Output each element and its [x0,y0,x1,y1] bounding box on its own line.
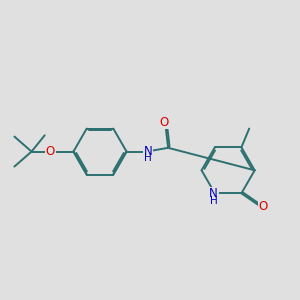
Text: N: N [144,145,152,158]
Text: O: O [159,116,169,129]
Text: H: H [144,153,152,164]
Text: O: O [258,200,268,213]
Text: H: H [210,196,218,206]
Text: O: O [46,145,55,158]
Text: N: N [209,188,218,200]
